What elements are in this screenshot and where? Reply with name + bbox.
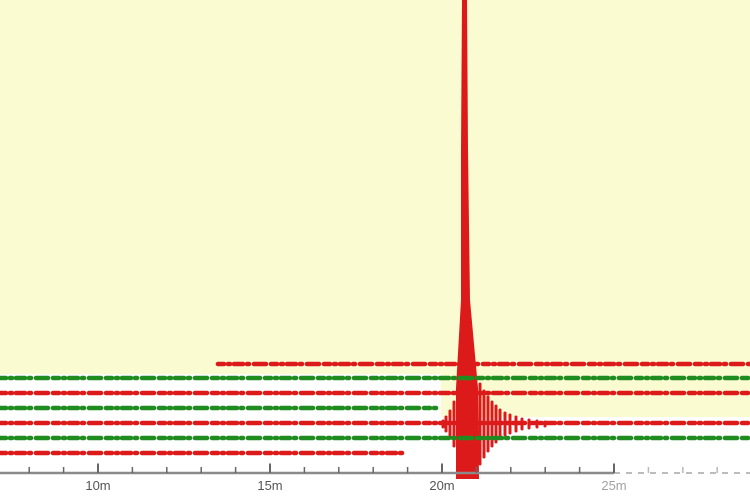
x-axis-tick-label: 20m <box>429 478 454 493</box>
x-axis-tick-label: 10m <box>85 478 110 493</box>
x-axis-tick-label: 25m <box>601 478 626 493</box>
spike-column <box>456 0 479 479</box>
x-axis-tick-label: 15m <box>257 478 282 493</box>
plot-background-yellow-region <box>0 0 750 417</box>
